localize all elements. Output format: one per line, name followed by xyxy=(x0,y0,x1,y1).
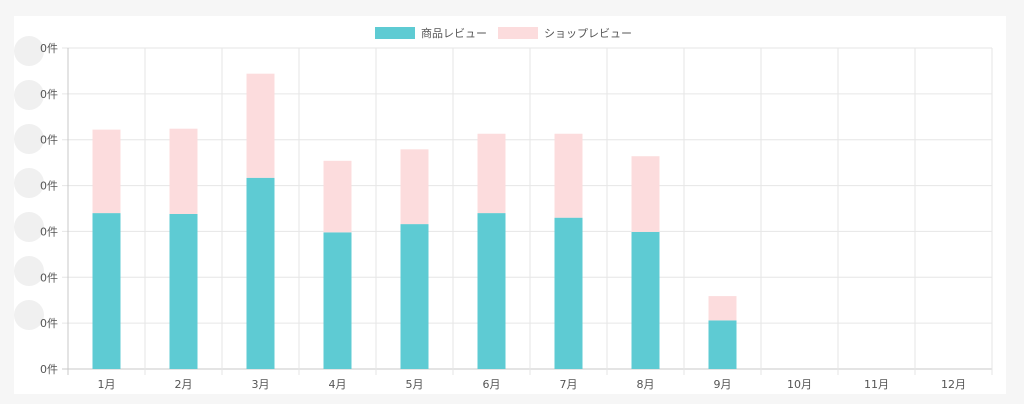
y-tick-label: 0件 xyxy=(40,42,58,55)
bar-shop-review xyxy=(246,73,275,178)
x-tick-label: 10月 xyxy=(787,378,812,391)
y-tick-label: 0件 xyxy=(40,134,58,147)
bar-shop-review xyxy=(554,133,583,218)
bar-shop-review xyxy=(708,296,737,321)
legend-label-product-review: 商品レビュー xyxy=(421,26,487,40)
bar-shop-review xyxy=(400,149,429,225)
bar-product-review xyxy=(708,320,737,369)
y-tick-label: 0件 xyxy=(40,180,58,193)
bar-product-review xyxy=(323,232,352,369)
x-tick-label: 12月 xyxy=(941,378,966,391)
decorative-circle xyxy=(14,168,44,198)
legend: 商品レビュー ショップレビュー xyxy=(375,26,632,40)
x-tick-label: 1月 xyxy=(98,378,116,391)
x-tick-label: 11月 xyxy=(864,378,889,391)
y-tick-label: 0件 xyxy=(40,225,58,238)
bar-product-review xyxy=(246,177,275,369)
x-tick-label: 6月 xyxy=(483,378,501,391)
decorative-circle xyxy=(14,124,44,154)
x-tick-label: 5月 xyxy=(406,378,424,391)
bar-shop-review xyxy=(92,129,121,214)
x-tick-label: 3月 xyxy=(252,378,270,391)
bar-product-review xyxy=(169,214,198,369)
x-tick-label: 7月 xyxy=(560,378,578,391)
bar-product-review xyxy=(92,213,121,369)
bars xyxy=(92,73,737,369)
y-tick-label: 0件 xyxy=(40,363,58,376)
x-tick-label: 2月 xyxy=(175,378,193,391)
x-axis-ticks: 1月 2月 3月 4月 5月 6月 7月 8月 9月 10月 11月 12月 xyxy=(98,378,967,391)
x-tick-label: 8月 xyxy=(637,378,655,391)
grid xyxy=(62,47,993,375)
decorative-circle xyxy=(14,36,44,66)
bar-product-review xyxy=(400,224,429,369)
decorative-circle xyxy=(14,212,44,242)
bar-shop-review xyxy=(323,160,352,233)
decorative-circle xyxy=(14,80,44,110)
bar-product-review xyxy=(477,213,506,369)
decorative-circle xyxy=(14,256,44,286)
decorative-circle xyxy=(14,300,44,330)
y-tick-label: 0件 xyxy=(40,271,58,284)
legend-swatch-product-review xyxy=(375,27,415,39)
x-tick-label: 9月 xyxy=(714,378,732,391)
legend-swatch-shop-review xyxy=(498,27,538,39)
bar-shop-review xyxy=(169,128,198,215)
x-tick-label: 4月 xyxy=(329,378,347,391)
bar-shop-review xyxy=(477,133,506,214)
legend-label-shop-review: ショップレビュー xyxy=(544,27,632,40)
y-tick-label: 0件 xyxy=(40,317,58,330)
bar-shop-review xyxy=(631,156,660,232)
bar-product-review xyxy=(554,217,583,369)
y-axis-ticks: 0件 0件 0件 0件 0件 0件 0件 0件 xyxy=(40,42,58,376)
bar-product-review xyxy=(631,231,660,369)
y-tick-label: 0件 xyxy=(40,88,58,101)
